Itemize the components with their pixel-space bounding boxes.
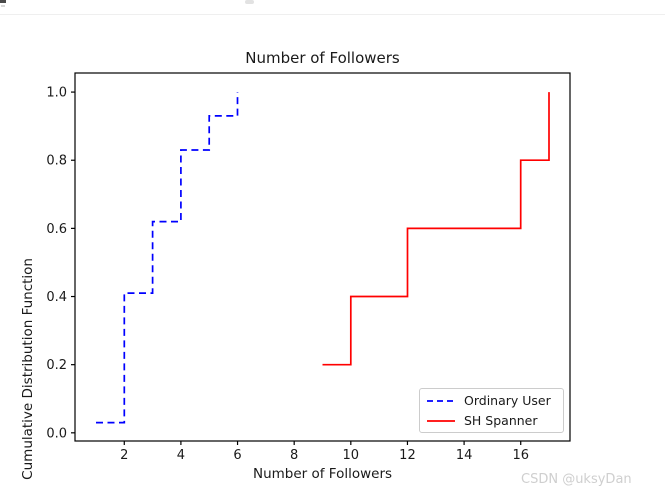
legend-entry-ordinary-user: Ordinary User xyxy=(426,391,557,410)
cdf-line-ordinary-user xyxy=(96,92,239,424)
legend-line-solid-icon xyxy=(427,419,455,422)
y-tick-label: 1.0 xyxy=(46,86,67,101)
legend-label: Ordinary User xyxy=(464,393,551,408)
x-tick-label: 4 xyxy=(177,448,185,463)
chart-title: Number of Followers xyxy=(245,49,400,67)
legend-label: SH Spanner xyxy=(464,413,538,428)
legend-line-dashed-icon xyxy=(427,399,455,402)
y-tick-label: 0.0 xyxy=(46,426,67,441)
top-divider-line xyxy=(0,14,665,15)
x-tick-label: 8 xyxy=(290,448,298,463)
x-tick-label: 2 xyxy=(120,448,128,463)
x-tick-label: 10 xyxy=(343,448,360,463)
legend-entry-sh-spanner: SH Spanner xyxy=(426,411,557,430)
y-tick-label: 0.6 xyxy=(46,222,67,237)
watermark: CSDN @uksyDan xyxy=(521,472,632,487)
y-tick-label: 0.2 xyxy=(46,358,67,373)
x-tick-label: 12 xyxy=(399,448,416,463)
x-tick-label: 14 xyxy=(456,448,473,463)
y-tick-label: 0.4 xyxy=(46,290,67,305)
cdf-line-sh-spanner xyxy=(322,92,550,366)
x-tick-label: 6 xyxy=(233,448,241,463)
legend: Ordinary User SH Spanner xyxy=(419,388,564,433)
screen-artifact xyxy=(245,0,254,4)
plot-border xyxy=(74,72,571,442)
y-axis-label-text: Cumulative Distribution Function xyxy=(20,257,36,480)
x-axis-label: Number of Followers xyxy=(252,466,393,482)
screen-artifact xyxy=(1,5,5,7)
y-tick-label: 0.8 xyxy=(46,154,67,169)
x-tick-label: 16 xyxy=(512,448,529,463)
screen-artifact xyxy=(0,0,6,3)
